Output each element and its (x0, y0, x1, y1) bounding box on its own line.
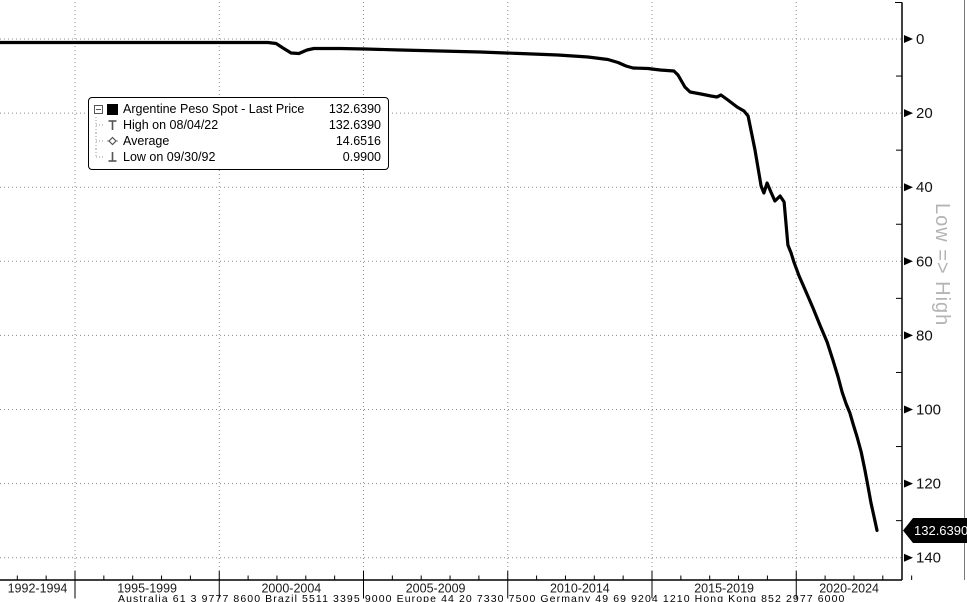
x-tick-label: 2010-2014 (550, 582, 610, 596)
price-line-series[interactable] (0, 40, 879, 533)
x-tick-label: 2015-2019 (694, 582, 754, 596)
window-right-border (964, 0, 965, 580)
legend-label: Argentine Peso Spot - Last Price (123, 102, 305, 116)
average-marker-icon (107, 136, 118, 146)
y-tick-arrow-icon (904, 405, 913, 414)
high-marker-icon (108, 120, 117, 130)
legend-value: 132.6390 (328, 118, 381, 132)
y-tick-label: 20 (916, 105, 933, 122)
y-tick-label: 80 (916, 327, 933, 344)
x-tick-label: 1992-1994 (8, 582, 68, 596)
y-tick-label: 140 (916, 550, 941, 567)
y-tick-label: 60 (916, 253, 933, 270)
y-tick-arrow-icon (904, 331, 913, 340)
legend-label: High on 08/04/22 (123, 118, 219, 132)
legend-row-last-price[interactable]: Argentine Peso Spot - Last Price 132.639… (94, 101, 381, 117)
y-tick-arrow-icon (904, 109, 913, 118)
legend-value: 0.9900 (342, 150, 381, 164)
legend-row-average[interactable]: Average 14.6516 (94, 133, 381, 149)
x-tick-label: 1995-1999 (117, 582, 177, 596)
low-marker-icon (108, 152, 117, 162)
legend-value: 14.6516 (335, 134, 381, 148)
x-tick-label: 2020-2024 (819, 582, 879, 596)
x-tick-label: 2005-2009 (406, 582, 466, 596)
legend-label: Average (123, 134, 170, 148)
y-tick-label: 120 (916, 476, 941, 493)
legend-value: 132.6390 (328, 102, 381, 116)
tree-branch-icon (95, 133, 105, 149)
y-tick-label: 0 (916, 31, 924, 48)
y-tick-arrow-icon (904, 479, 913, 488)
y-tick-arrow-icon (904, 257, 913, 266)
legend-row-high[interactable]: High on 08/04/22 132.6390 (94, 117, 381, 133)
bloomberg-footer-text: Australia 61 3 9777 8600 Brazil 5511 339… (118, 593, 846, 602)
legend-box: Argentine Peso Spot - Last Price 132.639… (88, 97, 389, 170)
y-tick-arrow-icon (904, 553, 913, 562)
last-price-badge: 132.6390 (903, 518, 967, 543)
y-axis-caption: Low => High (931, 203, 953, 327)
legend-row-low[interactable]: Low on 09/30/92 0.9900 (94, 149, 381, 165)
x-tick-label: 2000-2004 (261, 582, 321, 596)
tree-branch-icon (95, 117, 105, 133)
y-tick-arrow-icon (904, 35, 913, 43)
series-swatch-icon (107, 103, 118, 115)
legend-collapse-toggle-icon[interactable] (94, 104, 103, 114)
y-tick-arrow-icon (904, 183, 913, 192)
y-tick-label: 40 (916, 179, 933, 196)
legend-label: Low on 09/30/92 (123, 150, 216, 164)
y-tick-label: 100 (916, 402, 941, 419)
tree-corner-icon (95, 149, 105, 158)
